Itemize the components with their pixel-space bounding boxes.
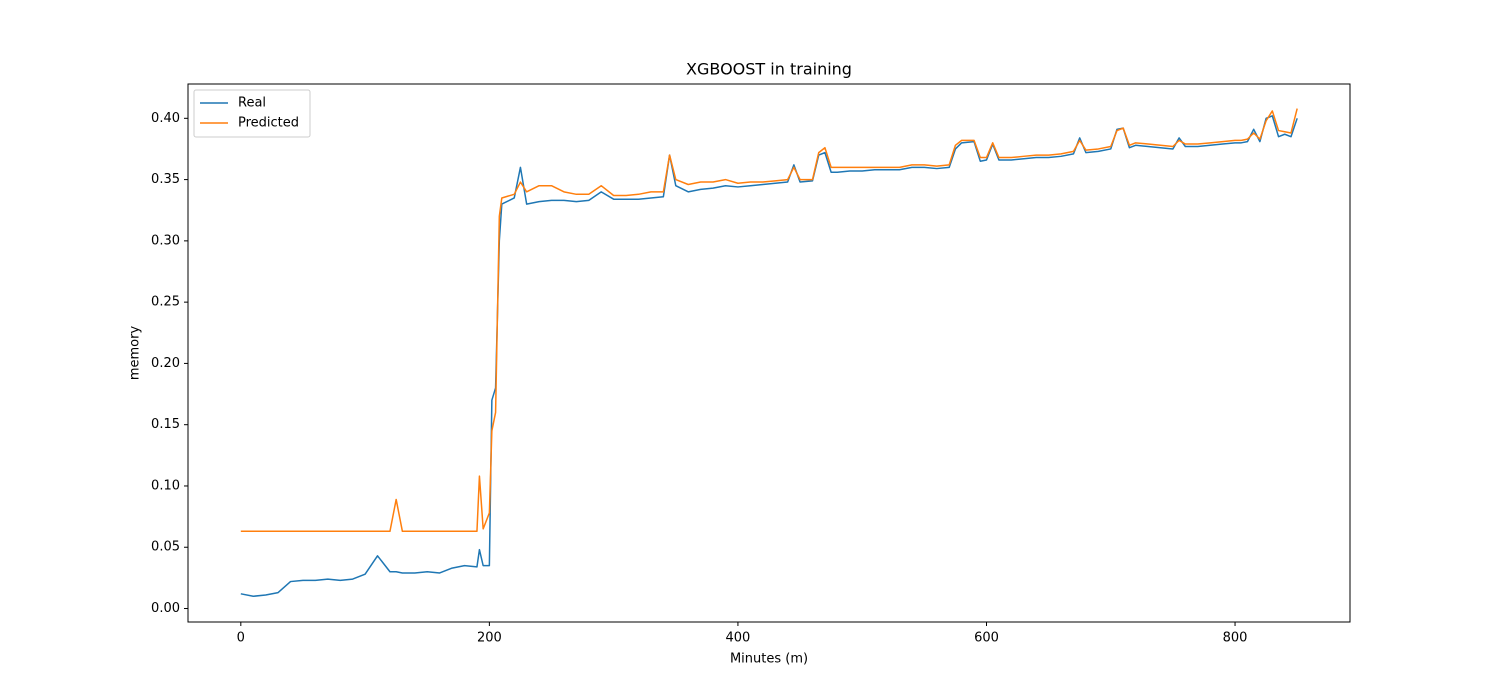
x-tick-label: 600 [974,631,999,646]
line-series [240,108,1298,533]
y-tick-label: 0.40 [151,111,180,126]
y-tick-label: 0.15 [151,417,180,432]
x-tick-label: 200 [477,631,502,646]
y-tick-label: 0.05 [151,540,180,555]
y-tick-label: 0.35 [151,172,180,187]
legend: Real Predicted [193,89,311,138]
plot-frame [187,83,1351,623]
y-tick-label: 0.25 [151,295,180,310]
legend-label: Real [238,96,266,111]
x-tick-label: 0 [237,631,245,646]
y-tick-label: 0.10 [151,478,180,493]
y-tick-label: 0.00 [151,601,180,616]
x-axis-label: Minutes (m) [730,652,808,667]
legend-label: Predicted [238,116,299,131]
line-series [240,115,1298,598]
chart-title: XGBOOST in training [686,60,852,79]
x-tick-label: 400 [726,631,751,646]
legend-box [193,89,311,138]
y-tick-label: 0.20 [151,356,180,371]
x-tick-label: 800 [1223,631,1248,646]
y-tick-label: 0.30 [151,233,180,248]
y-axis-label: memory [128,326,143,381]
